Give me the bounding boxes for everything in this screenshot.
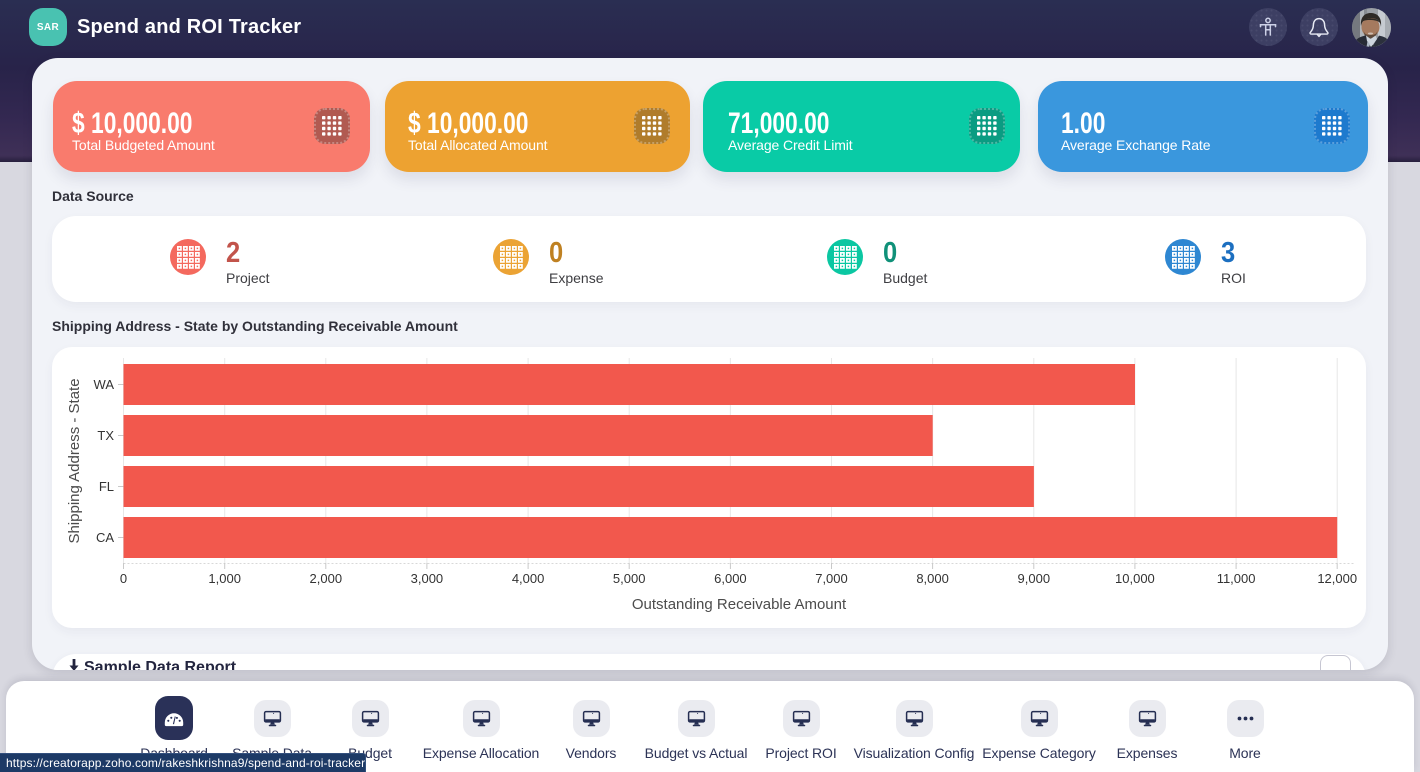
svg-text:FL: FL: [99, 479, 114, 494]
svg-text:10,000: 10,000: [1115, 571, 1155, 586]
svg-text:11,000: 11,000: [1217, 571, 1256, 586]
svg-text:3,000: 3,000: [411, 571, 444, 586]
svg-text:TX: TX: [97, 428, 114, 443]
svg-text:CA: CA: [96, 530, 114, 545]
svg-text:12,000: 12,000: [1317, 571, 1357, 586]
svg-text:5,000: 5,000: [613, 571, 646, 586]
svg-text:9,000: 9,000: [1018, 571, 1051, 586]
svg-text:0: 0: [120, 571, 127, 586]
svg-text:1,000: 1,000: [208, 571, 241, 586]
svg-text:4,000: 4,000: [512, 571, 545, 586]
svg-text:2,000: 2,000: [310, 571, 343, 586]
svg-text:Shipping Address - State: Shipping Address - State: [66, 378, 83, 543]
svg-text:Outstanding Receivable Amount: Outstanding Receivable Amount: [632, 596, 847, 613]
svg-text:6,000: 6,000: [714, 571, 747, 586]
svg-text:8,000: 8,000: [916, 571, 949, 586]
svg-text:WA: WA: [94, 377, 115, 392]
svg-text:7,000: 7,000: [815, 571, 848, 586]
